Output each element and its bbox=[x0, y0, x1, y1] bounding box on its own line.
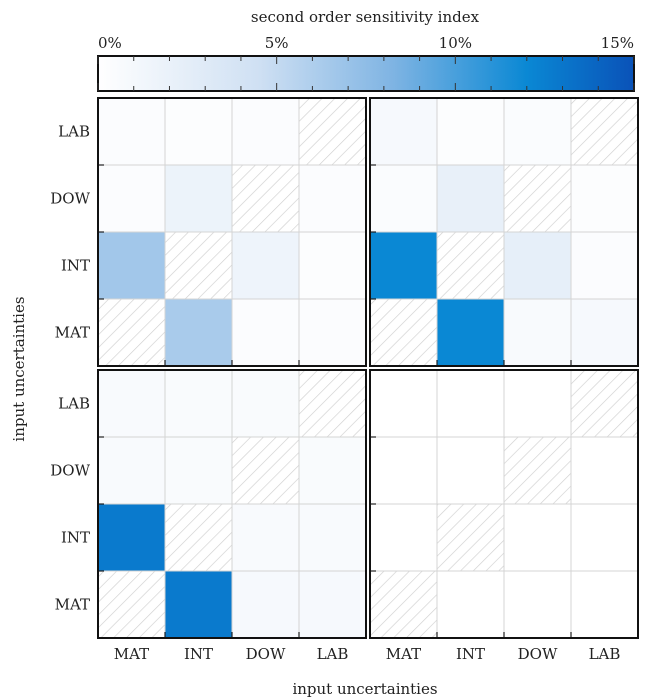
heatmap-cell-int-lab bbox=[299, 504, 366, 571]
heatmap-cell-int-dow bbox=[232, 232, 299, 299]
hatched-cell bbox=[370, 299, 437, 366]
heatmap-cell-mat-int bbox=[437, 299, 504, 366]
x-tick-label: DOW bbox=[518, 645, 558, 663]
heatmap-panel-2 bbox=[369, 97, 639, 367]
y-tick-label: LAB bbox=[58, 395, 90, 413]
hatched-cell bbox=[504, 165, 571, 232]
heatmap-cell-int-lab bbox=[299, 232, 366, 299]
y-tick-label: MAT bbox=[55, 324, 90, 342]
hatched-cell bbox=[232, 437, 299, 504]
heatmap-cell-dow-int bbox=[165, 437, 232, 504]
heatmap-cell-mat-dow bbox=[232, 299, 299, 366]
heatmap-cell-int-mat bbox=[98, 504, 165, 571]
heatmap-cell-dow-mat bbox=[370, 437, 437, 504]
y-tick-label: DOW bbox=[50, 190, 90, 208]
heatmap-cell-lab-dow bbox=[232, 370, 299, 437]
heatmap-cell-lab-int bbox=[165, 98, 232, 165]
hatched-cell bbox=[571, 98, 638, 165]
y-tick-label: INT bbox=[61, 529, 90, 547]
hatched-cell bbox=[504, 437, 571, 504]
hatched-cell bbox=[299, 98, 366, 165]
heatmap-cell-mat-lab bbox=[571, 571, 638, 638]
heatmap-cell-lab-mat bbox=[98, 98, 165, 165]
x-tick-label: INT bbox=[456, 645, 485, 663]
heatmap-cell-int-dow bbox=[504, 504, 571, 571]
x-tick-label: LAB bbox=[317, 645, 349, 663]
y-axis-title: input uncertainties bbox=[10, 296, 28, 441]
panel-frame bbox=[369, 97, 639, 367]
heatmap-cell-int-mat bbox=[370, 504, 437, 571]
y-tick-label: MAT bbox=[55, 596, 90, 614]
colorbar-title: second order sensitivity index bbox=[251, 8, 480, 26]
heatmap-cell-dow-lab bbox=[299, 437, 366, 504]
heatmap-cell-mat-dow bbox=[504, 299, 571, 366]
panel-frame bbox=[97, 97, 367, 367]
heatmap-cell-dow-int bbox=[437, 437, 504, 504]
heatmap-cell-lab-dow bbox=[232, 98, 299, 165]
heatmap-cell-dow-lab bbox=[571, 437, 638, 504]
colorbar-gradient bbox=[97, 55, 635, 92]
heatmap-cell-lab-dow bbox=[504, 98, 571, 165]
heatmap-cell-dow-mat bbox=[98, 165, 165, 232]
panel-frame bbox=[97, 369, 367, 639]
heatmap-cell-mat-lab bbox=[571, 299, 638, 366]
heatmap-cell-lab-int bbox=[437, 370, 504, 437]
heatmap-cell-int-lab bbox=[571, 232, 638, 299]
colorbar-tick-label: 10% bbox=[439, 34, 472, 52]
heatmap-cell-int-lab bbox=[571, 504, 638, 571]
hatched-cell bbox=[437, 504, 504, 571]
hatched-cell bbox=[370, 571, 437, 638]
y-tick-label: INT bbox=[61, 257, 90, 275]
heatmap-cell-int-dow bbox=[504, 232, 571, 299]
heatmap-cell-dow-mat bbox=[98, 437, 165, 504]
colorbar: second order sensitivity index 0% 5% 10% 15… bbox=[97, 8, 635, 92]
x-axis-title: input uncertainties bbox=[292, 680, 437, 698]
heatmap-cell-int-mat bbox=[370, 232, 437, 299]
hatched-cell bbox=[98, 571, 165, 638]
hatched-cell bbox=[437, 232, 504, 299]
heatmap-cell-dow-lab bbox=[571, 165, 638, 232]
heatmap-cell-mat-lab bbox=[299, 571, 366, 638]
heatmap-cell-lab-dow bbox=[504, 370, 571, 437]
hatched-cell bbox=[165, 232, 232, 299]
x-tick-label: MAT bbox=[386, 645, 421, 663]
heatmap-cell-mat-int bbox=[437, 571, 504, 638]
heatmap-cell-dow-lab bbox=[299, 165, 366, 232]
colorbar-tick-label: 15% bbox=[601, 34, 634, 52]
heatmap-panel-3 bbox=[97, 369, 367, 639]
heatmap-cell-lab-mat bbox=[370, 370, 437, 437]
heatmap-cell-dow-int bbox=[165, 165, 232, 232]
heatmap-panel-4 bbox=[369, 369, 639, 639]
hatched-cell bbox=[299, 370, 366, 437]
colorbar-tick-label: 5% bbox=[265, 34, 289, 52]
x-tick-label: LAB bbox=[589, 645, 621, 663]
hatched-cell bbox=[165, 504, 232, 571]
y-tick-label: DOW bbox=[50, 462, 90, 480]
heatmap-cell-mat-int bbox=[165, 299, 232, 366]
heatmap-cell-lab-mat bbox=[370, 98, 437, 165]
hatched-cell bbox=[571, 370, 638, 437]
x-tick-label: INT bbox=[184, 645, 213, 663]
heatmap-cell-lab-int bbox=[165, 370, 232, 437]
x-tick-label: MAT bbox=[114, 645, 149, 663]
x-tick-label: DOW bbox=[246, 645, 286, 663]
hatched-cell bbox=[98, 299, 165, 366]
heatmap-panel-1 bbox=[97, 97, 367, 367]
hatched-cell bbox=[232, 165, 299, 232]
heatmap-cell-mat-dow bbox=[504, 571, 571, 638]
heatmap-cell-mat-int bbox=[165, 571, 232, 638]
heatmap-cell-dow-int bbox=[437, 165, 504, 232]
heatmap-cell-lab-int bbox=[437, 98, 504, 165]
y-tick-label: LAB bbox=[58, 123, 90, 141]
heatmap-cell-lab-mat bbox=[98, 370, 165, 437]
colorbar-tick-label: 0% bbox=[98, 34, 122, 52]
heatmap-cell-mat-lab bbox=[299, 299, 366, 366]
panel-frame bbox=[369, 369, 639, 639]
heatmap-cell-int-mat bbox=[98, 232, 165, 299]
heatmap-cell-dow-mat bbox=[370, 165, 437, 232]
heatmap-cell-mat-dow bbox=[232, 571, 299, 638]
heatmap-cell-int-dow bbox=[232, 504, 299, 571]
